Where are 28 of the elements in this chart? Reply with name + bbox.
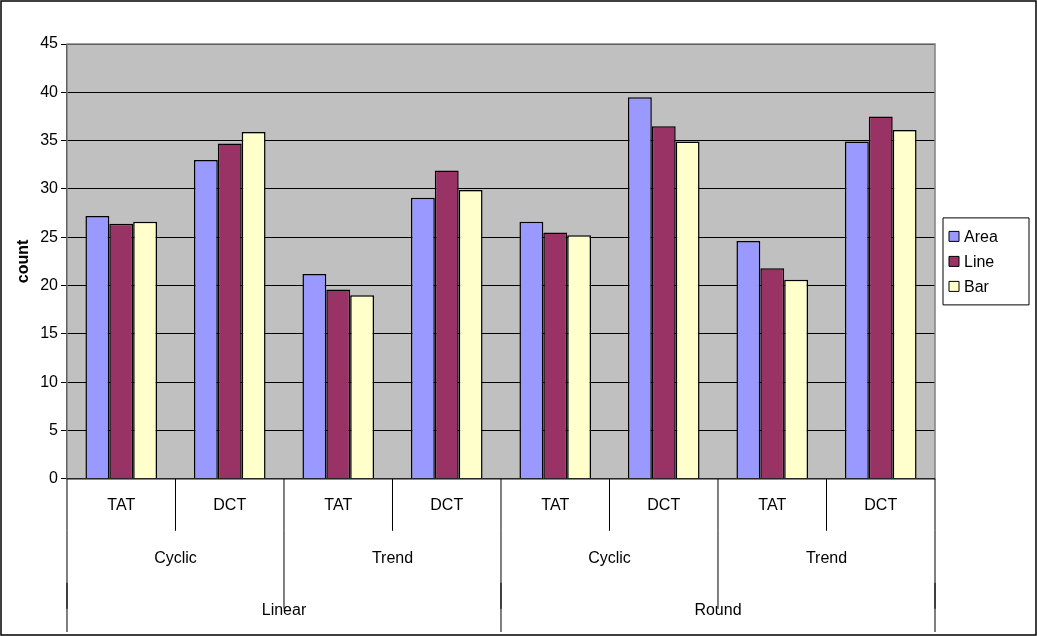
y-tick-label: 45 — [40, 34, 59, 52]
legend-label: Line — [964, 252, 995, 270]
x-tick-label: TAT — [107, 495, 136, 513]
x-tick-label: DCT — [647, 495, 681, 513]
text: Round — [694, 601, 742, 619]
text: Trend — [371, 549, 414, 567]
text: Linear — [261, 601, 307, 619]
text: Cyclic — [588, 549, 631, 567]
text: Trend — [805, 549, 848, 567]
y-tick-label: 30 — [40, 179, 59, 197]
x-tick-label: TAT — [324, 495, 353, 513]
y-tick-label: 40 — [40, 82, 59, 100]
y-tick-label: 0 — [49, 469, 59, 487]
y-tick-label: 35 — [40, 131, 59, 149]
y-tick-label: 25 — [40, 227, 59, 245]
legend-label: Area — [964, 227, 998, 245]
x-tick-label: DCT — [430, 495, 464, 513]
x-tick-label: TAT — [758, 495, 787, 513]
y-axis-title: count — [14, 238, 32, 284]
legend-label: Bar — [964, 277, 990, 295]
y-tick-label: 15 — [40, 324, 59, 342]
y-tick-label: 20 — [40, 275, 59, 293]
text: Cyclic — [154, 549, 197, 567]
x-tick-label: TAT — [541, 495, 570, 513]
x-tick-label: DCT — [213, 495, 247, 513]
y-tick-label: 10 — [40, 372, 59, 390]
x-tick-label: DCT — [864, 495, 898, 513]
y-tick-label: 5 — [49, 420, 59, 438]
